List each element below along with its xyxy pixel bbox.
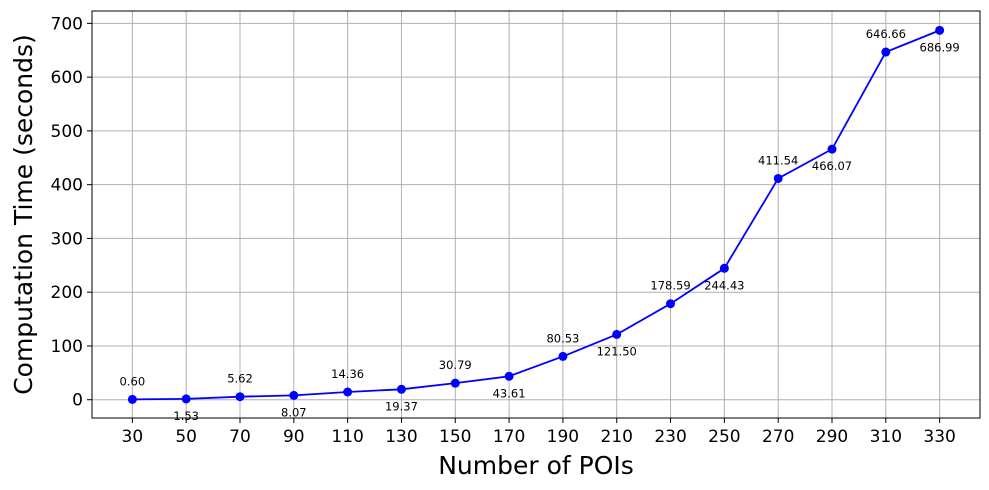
y-axis-ticks: 0 100 200 300 400 500 600 700 <box>51 14 92 411</box>
data-label: 121.50 <box>597 344 637 358</box>
data-point <box>558 351 568 361</box>
data-label: 80.53 <box>546 331 579 345</box>
series-layer <box>127 25 945 404</box>
y-tick-label: 0 <box>72 391 83 411</box>
x-axis-ticks: 30 50 70 90 110 130 150 170 190 210 230 250 270 290 31… <box>122 418 956 447</box>
y-tick-label: 100 <box>51 337 83 357</box>
data-point <box>827 144 837 154</box>
data-label: 0.60 <box>120 374 146 388</box>
data-point <box>881 47 891 57</box>
y-axis-label: Computation Time (seconds) <box>9 34 38 395</box>
x-tick-label: 90 <box>283 427 305 447</box>
x-tick-label: 170 <box>493 427 525 447</box>
x-tick-label: 210 <box>601 427 633 447</box>
data-label: 5.62 <box>227 372 253 386</box>
data-point <box>773 173 783 183</box>
data-label: 411.54 <box>758 153 798 167</box>
data-label: 1.53 <box>173 409 199 423</box>
data-label: 8.07 <box>281 405 307 419</box>
x-tick-label: 230 <box>654 427 686 447</box>
x-tick-label: 310 <box>870 427 902 447</box>
data-point <box>450 378 460 388</box>
data-point <box>289 390 299 400</box>
data-label: 14.36 <box>331 367 364 381</box>
data-label: 686.99 <box>920 40 960 54</box>
data-label: 466.07 <box>812 159 852 173</box>
data-point <box>612 329 622 339</box>
series-line <box>132 29 940 401</box>
x-tick-label: 130 <box>385 427 417 447</box>
y-tick-label: 200 <box>51 283 83 303</box>
data-point <box>666 299 676 309</box>
x-tick-label: 330 <box>923 427 955 447</box>
x-tick-label: 150 <box>439 427 471 447</box>
data-label: 43.61 <box>493 386 526 400</box>
x-tick-label: 110 <box>331 427 363 447</box>
data-label: 646.66 <box>866 27 906 41</box>
grid <box>92 11 980 418</box>
data-labels: 0.60 1.53 5.62 8.07 14.36 19.37 30.79 43.61 80.5… <box>120 27 960 423</box>
y-tick-label: 600 <box>51 68 83 88</box>
x-axis-label: Number of POIs <box>438 451 634 480</box>
plot-frame <box>91 10 981 419</box>
x-tick-label: 30 <box>122 427 144 447</box>
data-point <box>235 392 245 402</box>
data-label: 19.37 <box>385 399 418 413</box>
x-tick-label: 70 <box>229 427 251 447</box>
x-tick-label: 50 <box>175 427 197 447</box>
data-point <box>181 394 191 404</box>
data-point <box>127 394 137 404</box>
data-label: 30.79 <box>439 358 472 372</box>
data-label: 178.59 <box>650 279 690 293</box>
data-point <box>719 263 729 273</box>
data-point <box>935 25 945 35</box>
x-tick-label: 290 <box>816 427 848 447</box>
x-tick-label: 250 <box>708 427 740 447</box>
y-tick-label: 400 <box>51 176 83 196</box>
y-tick-label: 700 <box>51 14 83 34</box>
x-tick-label: 270 <box>762 427 794 447</box>
data-point <box>504 371 514 381</box>
data-label: 244.43 <box>704 278 744 292</box>
x-tick-label: 190 <box>547 427 579 447</box>
data-point <box>343 387 353 397</box>
y-tick-label: 300 <box>51 229 83 249</box>
data-point <box>396 384 406 394</box>
y-tick-label: 500 <box>51 122 83 142</box>
